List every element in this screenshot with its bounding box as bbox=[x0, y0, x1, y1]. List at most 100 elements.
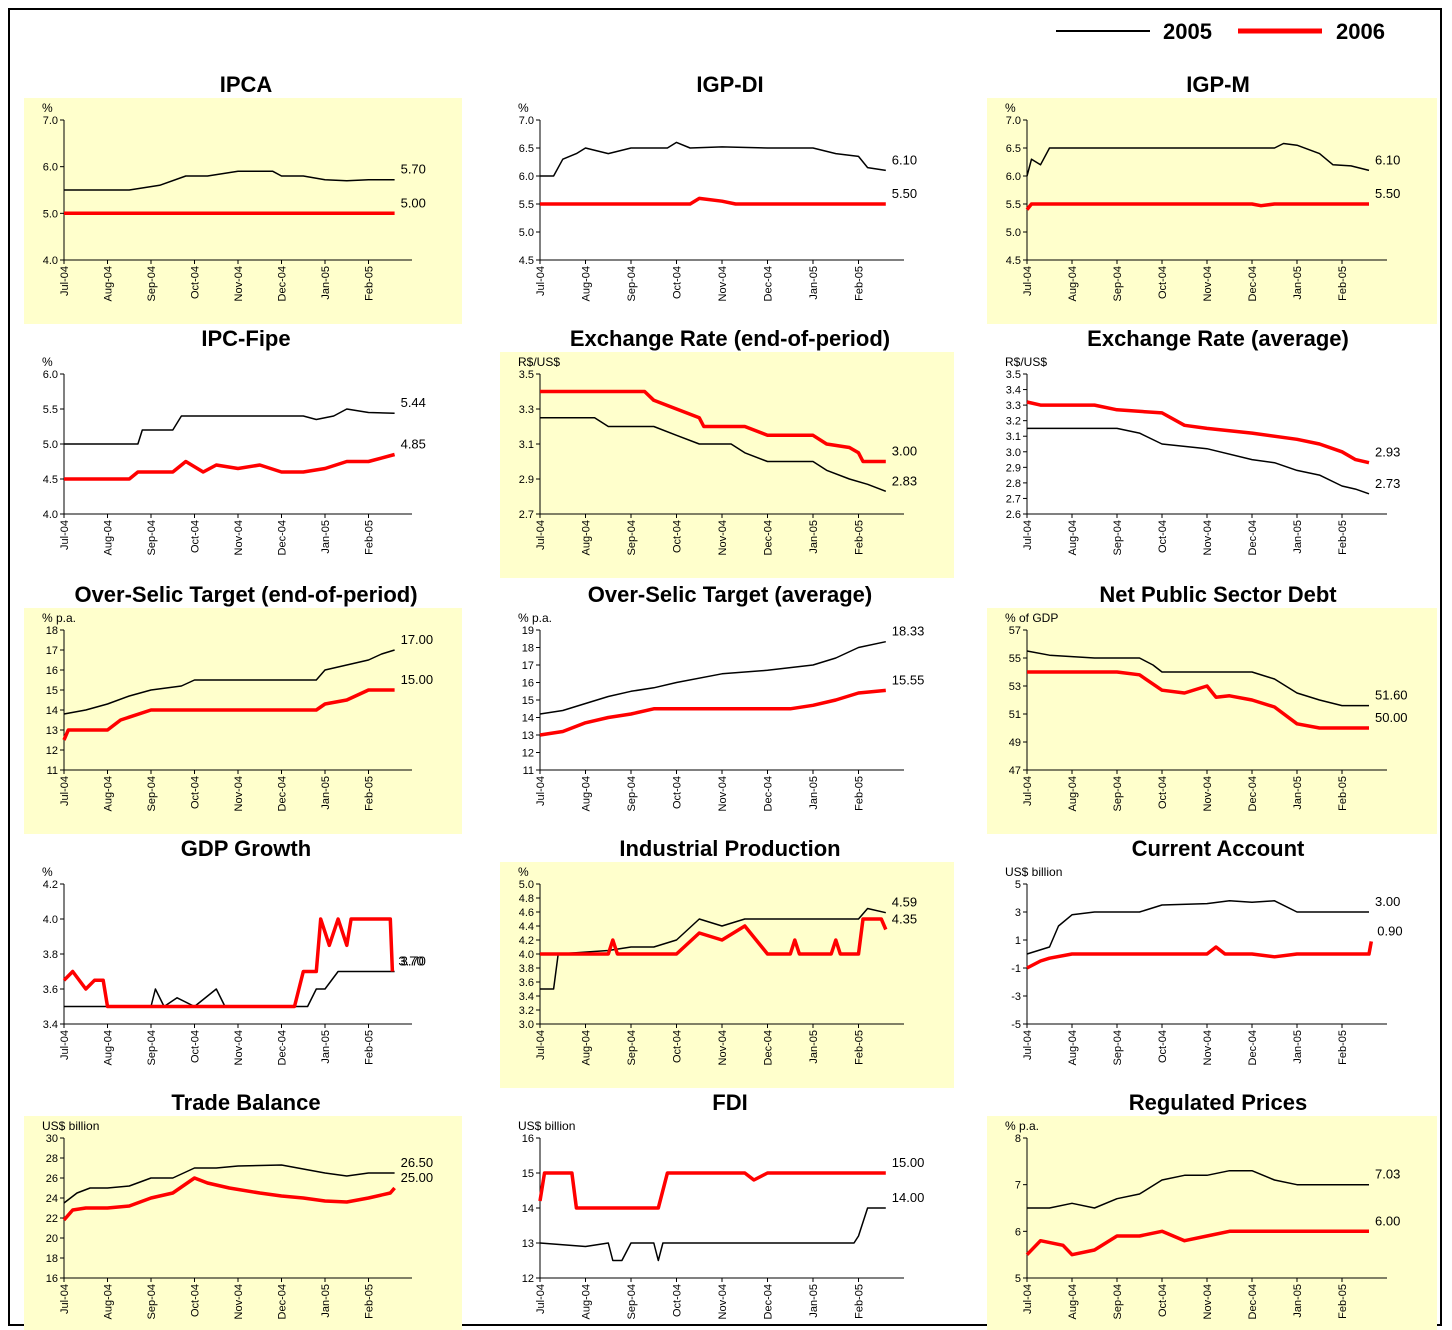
x-tick-label: Sep-04 bbox=[146, 776, 158, 811]
x-tick-label: Dec-04 bbox=[1247, 520, 1259, 555]
x-tick-label: Sep-04 bbox=[146, 1284, 158, 1319]
y-tick-label: 1 bbox=[1015, 935, 1021, 947]
x-tick-label: Jul-04 bbox=[535, 776, 547, 806]
x-tick-label: Nov-04 bbox=[233, 1030, 245, 1065]
end-label-2006: 5.50 bbox=[892, 186, 917, 201]
end-label-2006: 50.00 bbox=[1375, 710, 1408, 725]
x-tick-label: Nov-04 bbox=[717, 1030, 729, 1065]
chart-background bbox=[500, 862, 954, 1088]
x-tick-label: Jan-05 bbox=[320, 1030, 332, 1064]
x-tick-label: Jul-04 bbox=[59, 1030, 71, 1060]
x-tick-label: Sep-04 bbox=[146, 266, 158, 301]
y-tick-label: 3.3 bbox=[1006, 400, 1021, 412]
y-tick-label: 4.0 bbox=[519, 949, 534, 961]
y-tick-label: 49 bbox=[1009, 737, 1021, 749]
x-tick-label: Oct-04 bbox=[1157, 520, 1169, 553]
chart-6: Exchange Rate (average) R$/US$ 2.6 2.7 2.8 2.… bbox=[1005, 326, 1400, 555]
unit-label: % bbox=[518, 865, 529, 879]
x-tick-label: Nov-04 bbox=[1202, 520, 1214, 555]
end-label-2005: 6.10 bbox=[892, 152, 917, 167]
x-tick-label: Feb-05 bbox=[364, 1284, 376, 1319]
x-tick-label: Dec-04 bbox=[277, 266, 289, 301]
y-tick-label: 2.7 bbox=[1006, 493, 1021, 505]
y-tick-label: 3.2 bbox=[1006, 416, 1021, 428]
x-tick-label: Jan-05 bbox=[1292, 776, 1304, 810]
unit-label: % p.a. bbox=[1005, 1119, 1039, 1133]
y-tick-label: 3.6 bbox=[43, 984, 58, 996]
y-tick-label: 3.5 bbox=[1006, 369, 1021, 381]
series-line-2006 bbox=[1026, 941, 1374, 970]
x-tick-label: Jan-05 bbox=[808, 1030, 820, 1064]
y-tick-label: 3.5 bbox=[519, 369, 534, 381]
y-tick-label: 14 bbox=[522, 1203, 534, 1215]
x-tick-label: Aug-04 bbox=[1067, 520, 1079, 555]
chart-2: IGP-DI% 4.5 5.0 5.5 6.0 6.5 7.0 Jul-04 Aug-04 Sep… bbox=[518, 72, 917, 301]
chart-title: IGP-DI bbox=[696, 72, 763, 97]
chart-background bbox=[500, 352, 954, 578]
x-tick-label: Aug-04 bbox=[581, 1030, 593, 1065]
x-tick-label: Feb-05 bbox=[364, 1030, 376, 1065]
chart-title: FDI bbox=[712, 1090, 747, 1115]
x-tick-label: Aug-04 bbox=[103, 1030, 115, 1065]
x-tick-label: Jan-05 bbox=[320, 1284, 332, 1318]
y-tick-label: 3.0 bbox=[1006, 447, 1021, 459]
end-label-2005: 17.00 bbox=[401, 632, 434, 647]
x-tick-label: Feb-05 bbox=[364, 520, 376, 555]
x-tick-label: Aug-04 bbox=[1067, 1030, 1079, 1065]
series-line-2006 bbox=[1026, 400, 1370, 465]
x-tick-label: Nov-04 bbox=[233, 266, 245, 301]
end-label-2006: 3.00 bbox=[892, 444, 917, 459]
x-tick-label: Aug-04 bbox=[581, 520, 593, 555]
y-tick-label: 3 bbox=[1015, 907, 1021, 919]
y-tick-label: 5 bbox=[1015, 879, 1021, 891]
y-tick-label: 4.2 bbox=[519, 935, 534, 947]
unit-label: % bbox=[42, 101, 53, 115]
end-label-2005: 5.70 bbox=[401, 162, 426, 177]
y-tick-label: 5.0 bbox=[1006, 227, 1021, 239]
chart-15: Regulated Prices % p.a. 5 6 7 8 Jul-04 Aug-04 Se… bbox=[987, 1090, 1437, 1330]
series-line-2006 bbox=[62, 1176, 396, 1222]
x-tick-label: Feb-05 bbox=[854, 776, 866, 811]
y-tick-label: -3 bbox=[1011, 991, 1021, 1003]
x-tick-label: Nov-04 bbox=[233, 520, 245, 555]
x-tick-label: Sep-04 bbox=[1112, 266, 1124, 301]
y-tick-label: 5.5 bbox=[519, 199, 534, 211]
x-tick-label: Nov-04 bbox=[1202, 266, 1214, 301]
x-tick-label: Jan-05 bbox=[808, 266, 820, 300]
series-line-2005 bbox=[1027, 427, 1370, 495]
end-label-2005: 2.73 bbox=[1375, 476, 1400, 491]
y-tick-label: 14 bbox=[522, 713, 534, 725]
series-line-2006 bbox=[64, 452, 396, 481]
y-tick-label: 5.0 bbox=[43, 439, 58, 451]
y-tick-label: 16 bbox=[522, 678, 534, 690]
y-tick-label: 4.5 bbox=[519, 255, 534, 267]
end-label-2006: 6.00 bbox=[1375, 1213, 1400, 1228]
y-tick-label: 7 bbox=[1015, 1180, 1021, 1192]
end-label-2005: 3.00 bbox=[1375, 894, 1400, 909]
page-frame bbox=[8, 8, 1442, 1326]
x-tick-label: Jul-04 bbox=[535, 266, 547, 296]
x-tick-label: Nov-04 bbox=[717, 520, 729, 555]
chart-1: IPCA% 4.0 5.0 6.0 7.0 Jul-04 Aug-04 Sep-04 Oct-0… bbox=[24, 72, 462, 324]
chart-title: IPCA bbox=[220, 72, 273, 97]
y-tick-label: 20 bbox=[46, 1233, 58, 1245]
y-tick-label: 15 bbox=[46, 685, 58, 697]
chart-title: GDP Growth bbox=[181, 836, 311, 861]
chart-7: Over-Selic Target (end-of-period)% p.a.1… bbox=[24, 582, 462, 834]
x-tick-label: Nov-04 bbox=[1202, 1284, 1214, 1319]
series-line-2005 bbox=[1027, 1169, 1369, 1209]
chart-13: Trade Balance US$ billion 16 18 20 22 24 26 28 30… bbox=[24, 1090, 462, 1330]
y-tick-label: 4.2 bbox=[43, 879, 58, 891]
x-tick-label: Jul-04 bbox=[1022, 1284, 1034, 1314]
x-tick-label: Aug-04 bbox=[1067, 776, 1079, 811]
x-tick-label: Sep-04 bbox=[626, 776, 638, 811]
unit-label: US$ billion bbox=[518, 1119, 575, 1133]
x-tick-label: Feb-05 bbox=[1337, 776, 1349, 811]
x-tick-label: Sep-04 bbox=[146, 520, 158, 555]
series-line-2005 bbox=[1026, 900, 1369, 955]
end-label-2006: 15.00 bbox=[892, 1155, 925, 1170]
y-tick-label: 3.1 bbox=[519, 439, 534, 451]
x-tick-label: Jul-04 bbox=[59, 520, 71, 550]
y-tick-label: 13 bbox=[522, 730, 534, 742]
unit-label: R$/US$ bbox=[518, 355, 560, 369]
